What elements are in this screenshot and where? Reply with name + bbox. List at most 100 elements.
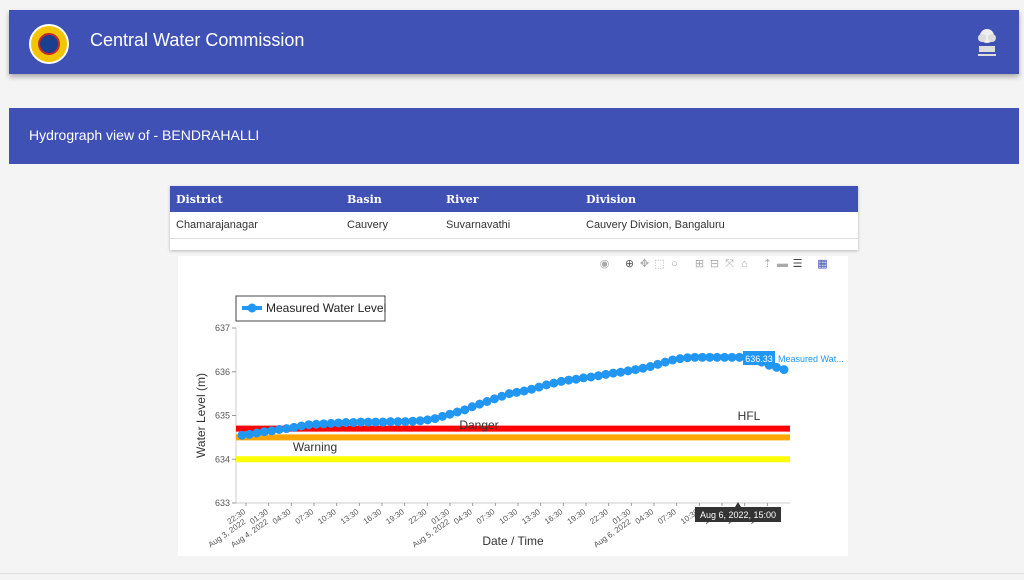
chart-modebar: ◉ ⊕ ✥ ⬚ ○ ⊞ ⊟ ⤧ ⌂ ⇡ ▬ ☰ ▦	[599, 259, 828, 275]
data-point	[779, 365, 789, 375]
national-emblem-icon	[978, 29, 996, 56]
data-point	[660, 357, 670, 367]
level-line-hfl	[236, 425, 790, 432]
zoom-in-icon[interactable]: ⊞	[694, 258, 705, 270]
x-tick-label: 07:30	[475, 507, 497, 526]
data-point	[675, 354, 685, 364]
data-point	[400, 417, 410, 427]
data-point	[482, 397, 492, 406]
data-point	[408, 416, 418, 426]
box-select-icon[interactable]: ⬚	[654, 258, 665, 270]
data-point	[252, 428, 262, 438]
y-tick-label: 636	[215, 367, 230, 377]
camera-icon[interactable]: ◉	[599, 258, 610, 270]
data-point	[690, 352, 700, 362]
data-point	[289, 422, 299, 432]
legend-label: Measured Water Level	[266, 301, 386, 315]
zoom-icon[interactable]: ⊕	[624, 258, 635, 270]
data-point	[579, 373, 589, 383]
data-point	[341, 418, 351, 427]
data-point	[631, 365, 641, 375]
data-point	[437, 411, 447, 421]
column-header-division: Division	[580, 186, 858, 212]
page-title: Hydrograph view of - BENDRAHALLI	[29, 127, 260, 143]
data-point	[638, 363, 648, 373]
data-point	[415, 416, 425, 426]
spike-lines-icon[interactable]: ⇡	[762, 258, 773, 270]
data-point	[489, 394, 499, 404]
data-point	[534, 382, 544, 392]
x-tick-label: 22:30	[588, 507, 610, 526]
x-tick-label: 04:30	[452, 507, 474, 526]
data-point	[541, 380, 551, 390]
data-point	[244, 429, 254, 439]
column-header-district: District	[170, 186, 341, 212]
pan-icon[interactable]: ✥	[639, 258, 650, 270]
data-point	[586, 372, 596, 382]
x-tick-label: 13:30	[520, 507, 542, 526]
table-row: Chamarajanagar Cauvery Suvarnavathi Cauv…	[170, 212, 858, 239]
data-point	[734, 352, 744, 362]
hover-value-label: 636.33	[745, 354, 773, 364]
data-point	[282, 424, 292, 434]
data-point	[430, 414, 440, 424]
data-point	[645, 362, 655, 371]
data-point	[356, 417, 366, 427]
x-tick-label: 16:30	[362, 507, 384, 526]
lasso-select-icon[interactable]: ○	[671, 258, 678, 270]
data-point	[512, 387, 522, 397]
app-title: Central Water Commission	[90, 30, 305, 50]
data-point	[727, 352, 737, 362]
data-point	[371, 417, 381, 427]
plotly-logo-icon[interactable]: ▦	[817, 258, 828, 270]
level-label-warning: Warning	[293, 440, 337, 454]
data-point	[304, 420, 314, 430]
level-line-danger	[236, 434, 790, 441]
x-tick-label: 07:30	[294, 507, 316, 526]
x-tick-label: 13:30	[339, 507, 361, 526]
level-label-hfl: HFL	[738, 409, 761, 423]
data-point	[274, 425, 284, 434]
level-label-danger: Danger	[459, 418, 498, 432]
data-point	[385, 417, 395, 427]
data-point	[348, 418, 358, 427]
data-point	[334, 418, 344, 428]
data-point	[601, 369, 611, 379]
hover-closest-icon[interactable]: ▬	[777, 258, 788, 270]
data-point	[393, 417, 403, 427]
hover-date-label: Aug 6, 2022, 15:00	[700, 510, 776, 520]
cell-district: Chamarajanagar	[170, 212, 341, 239]
x-tick-label: 10:30	[316, 507, 338, 526]
data-point	[497, 391, 507, 401]
data-point	[378, 417, 388, 427]
data-point	[445, 409, 455, 419]
cwc-logo-icon	[29, 24, 69, 64]
data-point	[593, 371, 603, 381]
x-tick-label: 19:30	[566, 507, 588, 526]
data-point	[267, 426, 277, 436]
x-tick-label: 22:30	[407, 507, 429, 526]
data-point	[319, 419, 329, 429]
zoom-out-icon[interactable]: ⊟	[709, 258, 720, 270]
data-point	[237, 430, 247, 440]
y-tick-label: 635	[215, 411, 230, 421]
autoscale-icon[interactable]: ⤧	[725, 258, 734, 270]
data-point	[705, 352, 715, 362]
hover-compare-icon[interactable]: ☰	[792, 258, 803, 270]
data-point	[296, 421, 306, 431]
data-point	[668, 355, 678, 365]
cell-river: Suvarnavathi	[440, 212, 580, 239]
data-point	[616, 367, 626, 377]
data-point	[682, 353, 692, 363]
x-tick-label: 19:30	[384, 507, 406, 526]
station-info-table: District Basin River Division Chamarajan…	[170, 186, 858, 239]
data-point	[720, 352, 730, 362]
x-tick-label: 04:30	[271, 507, 293, 526]
data-point	[527, 384, 537, 394]
data-point	[311, 419, 321, 429]
cell-basin: Cauvery	[341, 212, 440, 239]
reset-axes-icon[interactable]: ⌂	[741, 258, 748, 270]
data-point	[475, 399, 485, 409]
data-point	[712, 352, 722, 362]
